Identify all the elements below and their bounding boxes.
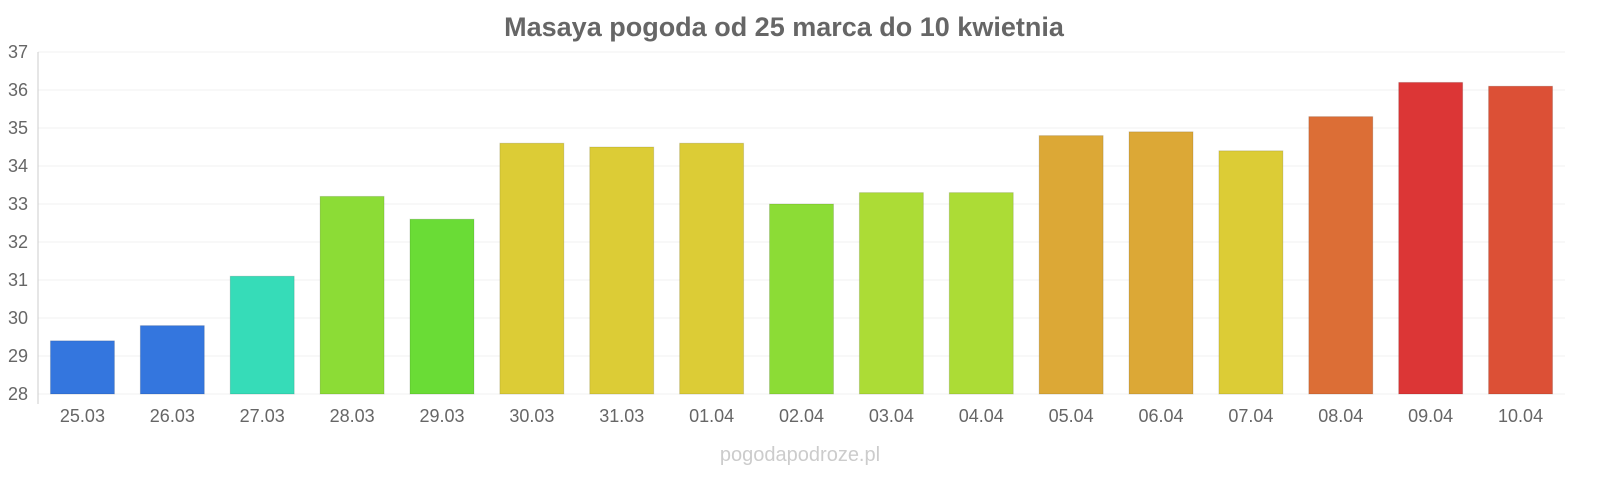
y-tick-label: 31 xyxy=(8,270,28,290)
y-tick-label: 37 xyxy=(8,42,28,62)
bar-02.04 xyxy=(769,203,834,395)
x-tick-label: 05.04 xyxy=(1049,406,1094,426)
x-tick-label: 04.04 xyxy=(959,406,1004,426)
y-tick-label: 29 xyxy=(8,346,28,366)
x-tick-label: 06.04 xyxy=(1139,406,1184,426)
bar-10.04 xyxy=(1488,85,1554,395)
x-tick-label: 07.04 xyxy=(1228,406,1273,426)
bar-25.03 xyxy=(49,340,115,395)
x-tick-label: 28.03 xyxy=(330,406,375,426)
y-tick-label: 35 xyxy=(8,118,28,138)
bar-28.03 xyxy=(319,195,385,395)
y-tick-label: 28 xyxy=(8,384,28,404)
x-tick-label: 30.03 xyxy=(509,406,554,426)
x-tick-label: 02.04 xyxy=(779,406,824,426)
x-tick-label: 26.03 xyxy=(150,406,195,426)
bar-27.03 xyxy=(229,275,295,395)
bar-06.04 xyxy=(1128,131,1194,395)
bar-08.04 xyxy=(1308,116,1374,395)
y-tick-label: 32 xyxy=(8,232,28,252)
bar-07.04 xyxy=(1218,150,1284,395)
x-tick-label: 03.04 xyxy=(869,406,914,426)
bar-26.03 xyxy=(139,325,205,395)
footer-watermark: pogodapodroze.pl xyxy=(720,444,880,466)
y-tick-label: 33 xyxy=(8,194,28,214)
bar-03.04 xyxy=(858,192,924,395)
bar-30.03 xyxy=(499,142,565,395)
x-tick-label: 09.04 xyxy=(1408,406,1453,426)
bar-01.04 xyxy=(679,142,745,395)
y-tick-label: 30 xyxy=(8,308,28,328)
bar-04.04 xyxy=(948,192,1014,395)
x-tick-label: 29.03 xyxy=(419,406,464,426)
bar-29.03 xyxy=(409,218,475,395)
x-tick-label: 01.04 xyxy=(689,406,734,426)
x-tick-label: 25.03 xyxy=(60,406,105,426)
x-tick-label: 31.03 xyxy=(599,406,644,426)
chart-title: Masaya pogoda od 25 marca do 10 kwietnia xyxy=(504,12,1065,42)
x-tick-label: 27.03 xyxy=(240,406,285,426)
bar-09.04 xyxy=(1398,81,1464,395)
y-tick-label: 34 xyxy=(8,156,28,176)
x-tick-label: 10.04 xyxy=(1498,406,1543,426)
bar-05.04 xyxy=(1038,135,1104,395)
x-tick-label: 08.04 xyxy=(1318,406,1363,426)
bar-31.03 xyxy=(589,146,655,395)
y-tick-label: 36 xyxy=(8,80,28,100)
